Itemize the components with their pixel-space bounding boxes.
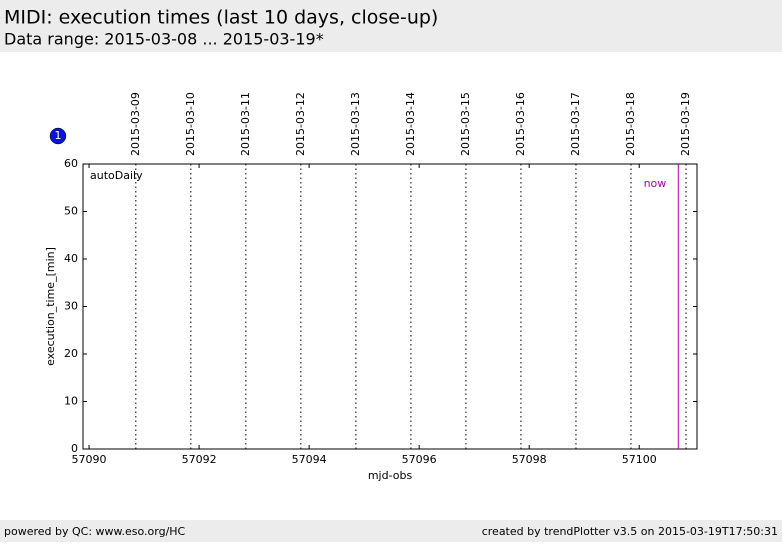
x-tick-label: 57098: [512, 453, 547, 466]
date-label: 2015-03-11: [239, 92, 252, 156]
x-tick-label: 57096: [402, 453, 437, 466]
x-tick-label: 57094: [292, 453, 327, 466]
date-label: 2015-03-17: [569, 92, 582, 156]
x-tick-label: 57092: [182, 453, 217, 466]
badge-label: 1: [55, 129, 62, 142]
x-tick-label: 57100: [622, 453, 657, 466]
date-label: 2015-03-10: [184, 92, 197, 156]
y-tick-label: 20: [64, 347, 78, 360]
x-axis-label: mjd-obs: [368, 469, 413, 482]
y-tick-label: 10: [64, 395, 78, 408]
footer-left: powered by QC: www.eso.org/HC: [4, 525, 186, 538]
date-label: 2015-03-19: [679, 92, 692, 156]
title: MIDI: execution times (last 10 days, clo…: [4, 7, 438, 29]
plot-frame: [82, 163, 698, 450]
date-label: 2015-03-09: [129, 92, 142, 156]
y-tick-label: 30: [64, 300, 78, 313]
x-tick-label: 57090: [72, 453, 107, 466]
y-axis-label: execution_time_[min]: [44, 247, 57, 366]
header-band: [0, 0, 782, 52]
y-tick-label: 40: [64, 252, 78, 265]
badge: [49, 127, 67, 145]
now-label: now: [644, 177, 667, 190]
plot: 0 10 20 30 40 50 60 57090 57092 57094 57096 57098 57…: [44, 92, 698, 482]
date-label: 2015-03-18: [624, 92, 637, 156]
date-label: 2015-03-14: [404, 92, 417, 156]
footer-band: [0, 520, 782, 542]
y-tick-label: 60: [64, 157, 78, 170]
date-label: 2015-03-15: [459, 92, 472, 156]
y-tick-label: 50: [64, 205, 78, 218]
date-label: 2015-03-12: [294, 92, 307, 156]
date-label: 2015-03-13: [349, 92, 362, 156]
subtitle: Data range: 2015-03-08 ... 2015-03-19*: [4, 30, 324, 49]
date-label: 2015-03-16: [514, 92, 527, 156]
footer-right: created by trendPlotter v3.5 on 2015-03-…: [482, 525, 778, 538]
panel-label: autoDaily: [90, 169, 143, 182]
y-tick-label: 0: [71, 442, 78, 455]
